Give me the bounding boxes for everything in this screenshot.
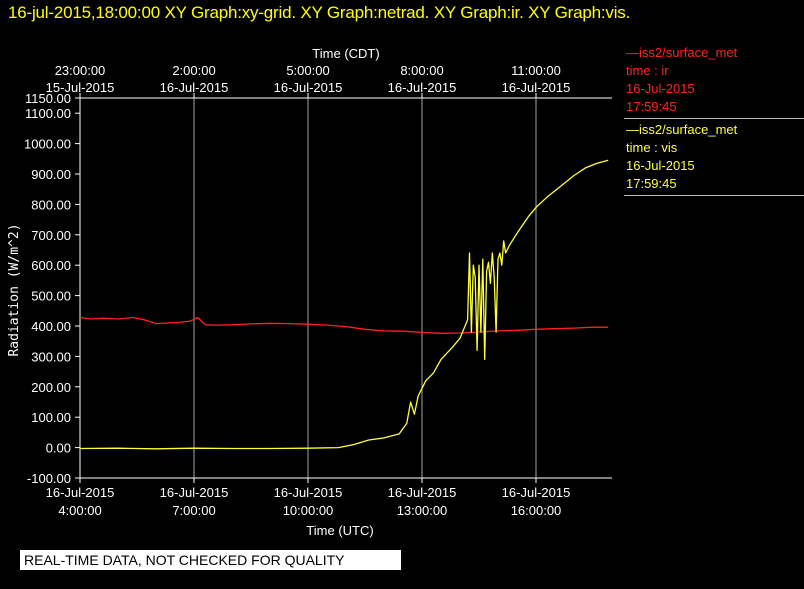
y-tick-label: 500.00: [31, 289, 71, 304]
x-tick-date: 16-Jul-2015: [388, 485, 457, 500]
y-tick-label: 900.00: [31, 167, 71, 182]
y-axis-label: Radiation (W/m^2): [7, 223, 22, 356]
legend-vis-date: 16-Jul-2015: [626, 158, 695, 173]
top-tick-date: 16-Jul-2015: [502, 80, 571, 95]
legend-ir-dash: —: [626, 45, 639, 60]
x-tick-time: 4:00:00: [58, 503, 101, 518]
legend-vis-source: iss2/surface_met: [639, 122, 738, 137]
top-tick-time: 23:00:00: [55, 63, 106, 78]
legend-vis-dash: —: [626, 122, 639, 137]
axes-layer: -100.00 0.00 100.00 200.00 300.00 400.00 500.0…: [24, 63, 612, 518]
top-tick-time: 11:00:00: [511, 63, 561, 78]
y-tick-label: 600.00: [31, 258, 71, 273]
top-tick-time: 2:00:00: [172, 63, 215, 78]
x-tick-time: 13:00:00: [397, 503, 448, 518]
series-line-vis: [79, 159, 609, 450]
series-layer: [79, 159, 609, 450]
legend-ir-name: —iss2/surface_met: [626, 44, 804, 62]
y-tick-label: 1000.00: [24, 137, 71, 152]
y-tick-label: 700.00: [31, 228, 71, 243]
y-tick-label: 100.00: [31, 410, 71, 425]
y-tick-label: 0.00: [46, 441, 71, 456]
series-line-ir: [79, 316, 609, 334]
x-axis-label-top: Time (CDT): [312, 46, 379, 61]
legend-entry-ir: —iss2/surface_met time : ir 16-Jul-2015 …: [624, 42, 804, 119]
legend-entry-vis: —iss2/surface_met time : vis 16-Jul-2015…: [624, 119, 804, 196]
top-tick-time: 5:00:00: [286, 63, 329, 78]
y-tick-label: 800.00: [31, 197, 71, 212]
x-tick-date: 16-Jul-2015: [274, 485, 343, 500]
y-tick-label: -100.00: [27, 471, 71, 486]
x-tick-date: 16-Jul-2015: [160, 485, 229, 500]
y-tick-label: 1150.00: [25, 91, 71, 106]
x-tick-time: 7:00:00: [172, 503, 215, 518]
legend-ir-time: 17:59:45: [626, 99, 677, 114]
y-tick-label: 300.00: [31, 349, 71, 364]
top-tick-date: 16-Jul-2015: [274, 80, 343, 95]
legend-ir-label: time : ir: [626, 63, 669, 78]
y-tick-label: 400.00: [31, 319, 71, 334]
x-tick-time: 10:00:00: [283, 503, 334, 518]
x-tick-time: 16:00:00: [511, 503, 562, 518]
y-tick-label: 200.00: [31, 380, 71, 395]
x-tick-date: 16-Jul-2015: [46, 485, 115, 500]
legend: —iss2/surface_met time : ir 16-Jul-2015 …: [624, 42, 804, 196]
top-tick-date: 16-Jul-2015: [388, 80, 457, 95]
legend-vis-label: time : vis: [626, 140, 678, 155]
legend-vis-name: —iss2/surface_met: [626, 121, 804, 139]
top-tick-date: 16-Jul-2015: [160, 80, 229, 95]
title-bar: 16-jul-2015,18:00:00 XY Graph:xy-grid. X…: [8, 3, 631, 22]
x-axis-label-bottom: Time (UTC): [306, 523, 373, 538]
y-tick-label: 1100.00: [25, 106, 71, 121]
x-tick-date: 16-Jul-2015: [502, 485, 571, 500]
legend-ir-source: iss2/surface_met: [639, 45, 738, 60]
disclaimer-banner: REAL-TIME DATA, NOT CHECKED FOR QUALITY: [20, 550, 401, 570]
top-tick-time: 8:00:00: [400, 63, 443, 78]
top-tick-date: 15-Jul-2015: [46, 80, 115, 95]
grid-layer: [193, 98, 537, 478]
legend-ir-date: 16-Jul-2015: [626, 81, 695, 96]
legend-vis-time: 17:59:45: [626, 176, 677, 191]
